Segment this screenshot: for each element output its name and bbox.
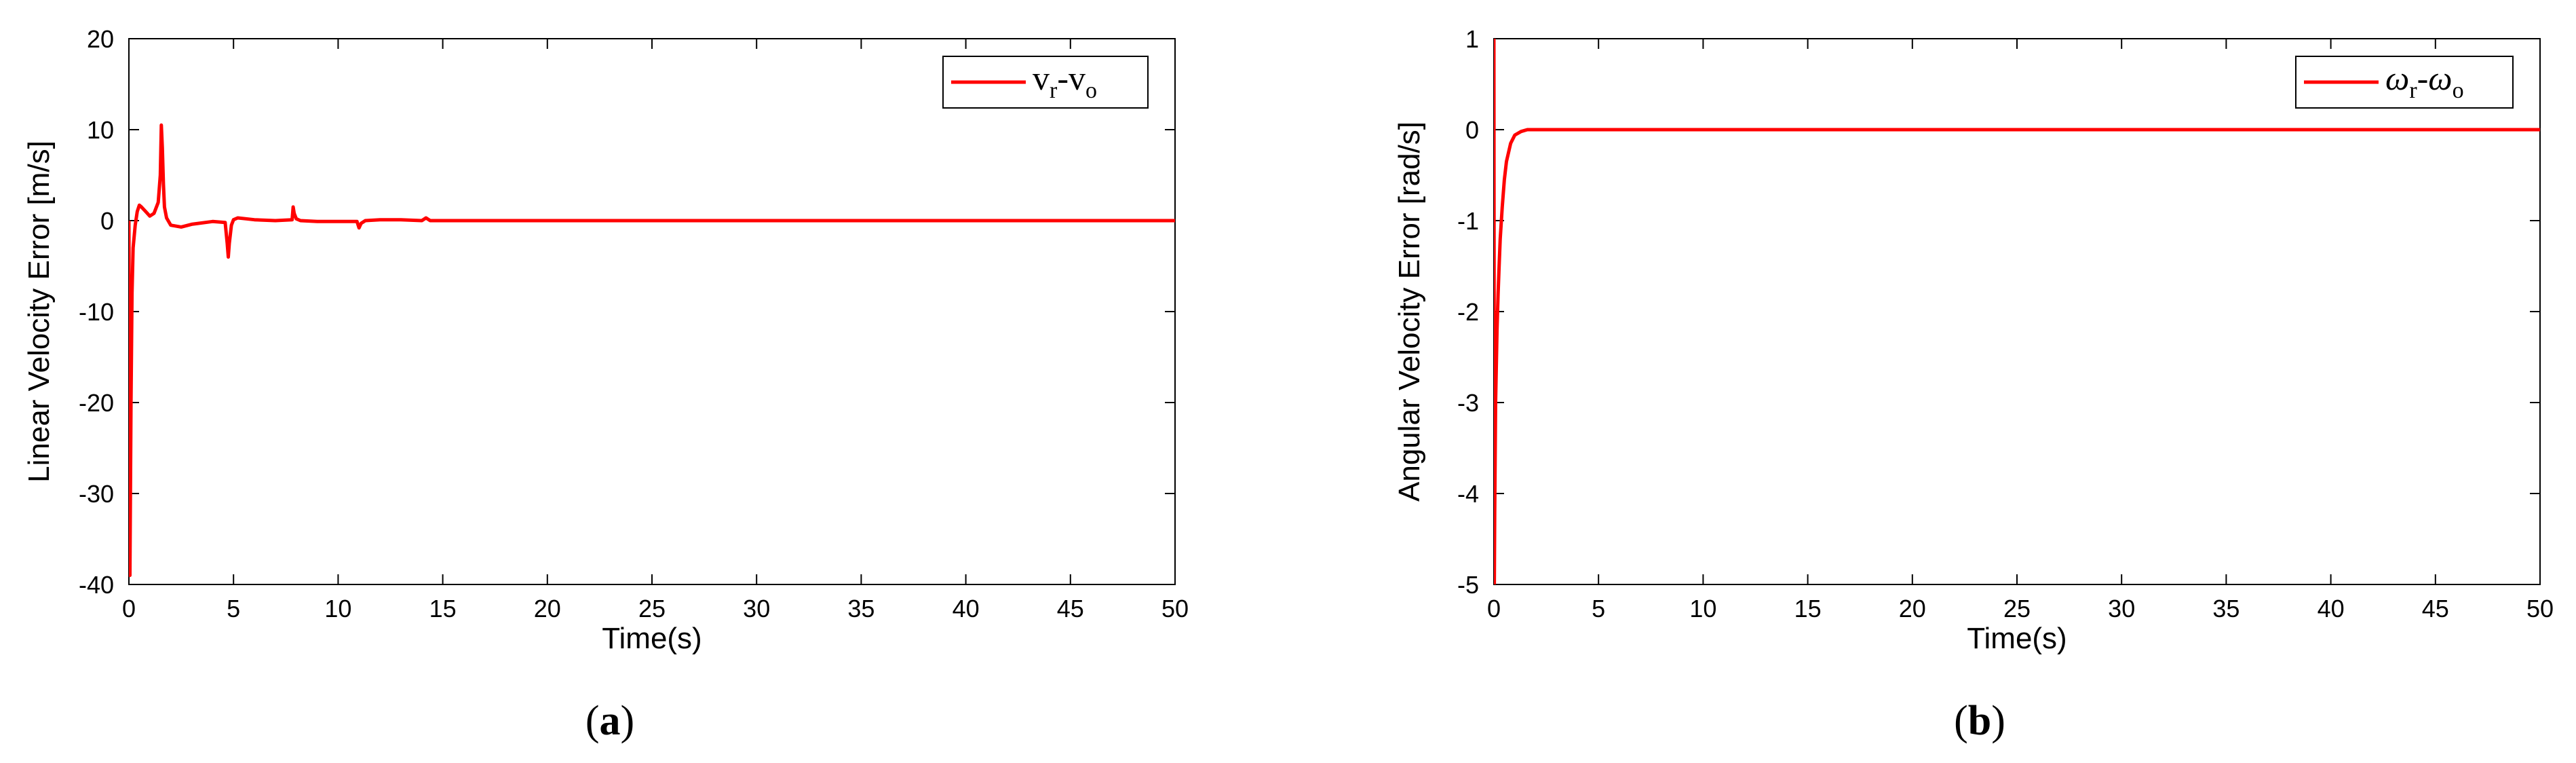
x-ticks: 0 5 10 15 20 25 30 35 40 45 50 — [1487, 39, 2554, 622]
x-tick-label: 25 — [638, 595, 666, 622]
legend-separator: - — [2417, 59, 2429, 97]
x-tick-label: 50 — [1161, 595, 1189, 622]
y-tick-label: 20 — [87, 25, 114, 53]
y-tick-label: 0 — [100, 207, 114, 235]
y-tick-label: -40 — [79, 571, 114, 599]
x-tick-label: 30 — [2108, 595, 2135, 622]
legend: ωr-ωo — [2295, 56, 2514, 109]
y-tick-label: -10 — [79, 298, 114, 326]
y-tick-label: -1 — [1457, 207, 1479, 235]
panel-caption-letter: a — [600, 698, 621, 744]
plot-area-frame — [1493, 38, 2541, 585]
x-tick-label: 15 — [429, 595, 457, 622]
y-tick-label: -4 — [1457, 480, 1479, 508]
y-tick-label: -30 — [79, 480, 114, 508]
y-tick-label: -20 — [79, 389, 114, 417]
chart-panel-a: 0 5 10 15 20 25 30 35 40 45 50 -40 -30 -20 -10 0 10 20 T… — [22, 25, 1189, 744]
panel-caption: (b) — [1954, 698, 2005, 744]
x-axis-label: Time(s) — [602, 622, 701, 655]
x-tick-label: 45 — [2422, 595, 2449, 622]
y-ticks: -5 -4 -3 -2 -1 0 1 — [1457, 25, 2540, 599]
x-tick-label: 35 — [2212, 595, 2239, 622]
x-tick-label: 25 — [2003, 595, 2031, 622]
y-tick-label: -2 — [1457, 298, 1479, 326]
series-layer — [129, 123, 1175, 578]
panel-caption: (a) — [585, 698, 634, 744]
y-ticks: -40 -30 -20 -10 0 10 20 — [79, 25, 1175, 599]
x-tick-label: 15 — [1794, 595, 1822, 622]
x-tick-label: 5 — [227, 595, 240, 622]
y-tick-label: -3 — [1457, 389, 1479, 417]
x-tick-label: 0 — [122, 595, 136, 622]
series-line — [1494, 39, 2540, 584]
legend-sub-1: r — [1050, 78, 1058, 103]
x-ticks: 0 5 10 15 20 25 30 35 40 45 50 — [122, 39, 1189, 622]
legend-base-2: ω — [2428, 59, 2452, 97]
x-axis-label: Time(s) — [1967, 622, 2066, 655]
y-tick-label: 10 — [87, 116, 114, 144]
legend-base-1: ω — [2385, 59, 2409, 97]
panel-caption-letter: b — [1968, 698, 1991, 744]
series-layer — [1494, 39, 2540, 584]
x-tick-label: 40 — [953, 595, 980, 622]
legend-sub-1: r — [2409, 78, 2417, 103]
series-line — [129, 123, 1175, 578]
legend-base-1: v — [1033, 59, 1050, 97]
y-tick-label: 1 — [1465, 25, 1479, 53]
chart-panel-b: 0 5 10 15 20 25 30 35 40 45 50 -5 -4 -3 -2 -1 0 1 Time(s… — [1393, 25, 2554, 744]
x-tick-label: 10 — [1689, 595, 1716, 622]
y-axis-label: Linear Velocity Error [m/s] — [22, 141, 56, 483]
x-tick-label: 5 — [1592, 595, 1605, 622]
y-tick-label: 0 — [1465, 116, 1479, 144]
legend-entry-label: vr-vo — [1033, 59, 1097, 103]
x-tick-label: 40 — [2318, 595, 2345, 622]
plot-area-frame — [128, 38, 1176, 585]
legend-entry-label: ωr-ωo — [2385, 59, 2464, 103]
x-tick-label: 0 — [1487, 595, 1501, 622]
x-tick-label: 30 — [743, 595, 770, 622]
y-axis-label: Angular Velocity Error [rad/s] — [1393, 122, 1426, 502]
legend-sub-2: o — [2453, 78, 2464, 103]
legend-sub-2: o — [1085, 78, 1097, 103]
x-tick-label: 20 — [534, 595, 561, 622]
x-tick-label: 50 — [2526, 595, 2554, 622]
y-tick-label: -5 — [1457, 571, 1479, 599]
x-tick-label: 20 — [1899, 595, 1926, 622]
legend-separator: - — [1057, 59, 1069, 97]
legend-base-2: v — [1069, 59, 1085, 97]
x-tick-label: 45 — [1057, 595, 1084, 622]
legend: vr-vo — [942, 56, 1149, 109]
x-tick-label: 10 — [324, 595, 351, 622]
x-tick-label: 35 — [847, 595, 874, 622]
